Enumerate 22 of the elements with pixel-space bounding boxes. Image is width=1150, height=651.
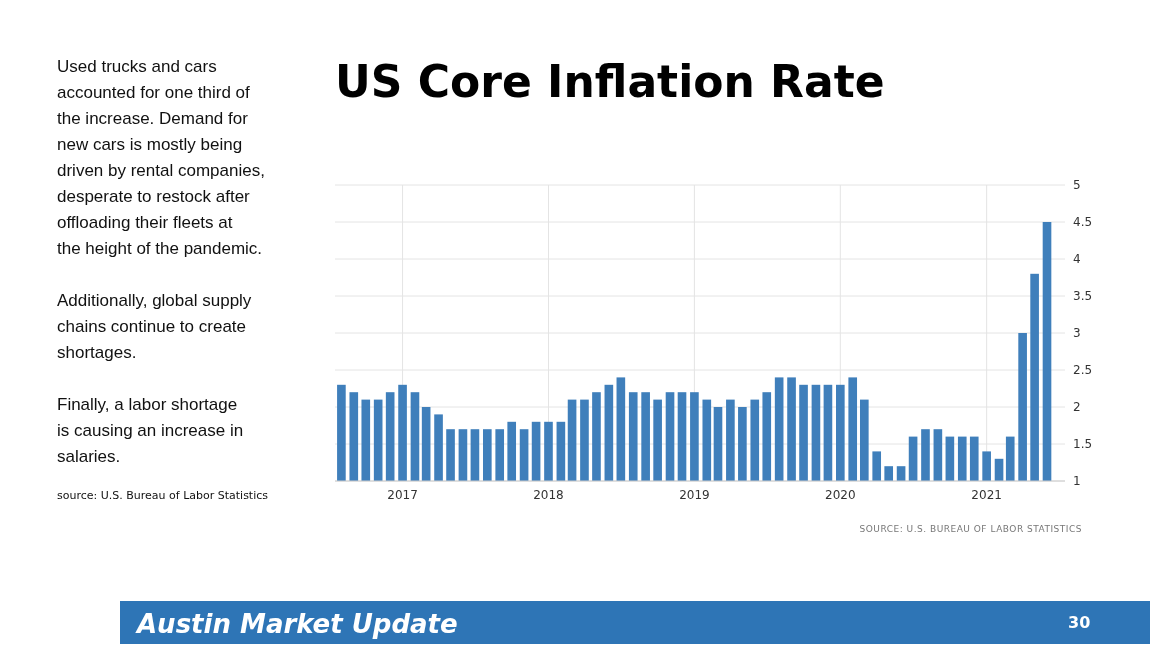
text: Used trucks and cars accounted for one third of the increase. Demand for new cars is mostly being driven by rental companies, desperate to restock after offloading their fleets at the height of the pandemic. [57,57,265,258]
y-tick-label: 1 [1073,474,1081,488]
y-tick-label: 5 [1073,178,1081,192]
source-note: SOURCE: U.S. BUREAU OF LABOR STATISTICS [859,524,1082,534]
y-tick-label: 2 [1073,400,1081,414]
chart-title: US Core Inflation Rate [335,56,885,107]
x-tick-label: 2017 [387,488,418,502]
x-tick-label: 2019 [679,488,710,502]
text: Additionally, global supply chains continue to create shortages. [57,291,252,362]
y-tick-label: 4.5 [1073,215,1093,229]
x-tick-label: 2018 [533,488,564,502]
y-tick-label: 3 [1073,326,1081,340]
text: Austin Market Update [135,609,458,639]
y-tick-label: 2.5 [1073,363,1093,377]
y-tick-label: 4 [1073,252,1081,266]
text: 30 [1068,613,1091,632]
text: Finally, a labor shortage is causing an increase in salaries. [57,395,244,466]
y-tick-label: 3.5 [1073,289,1093,303]
y-tick-label: 1.5 [1073,437,1093,451]
x-tick-label: 2020 [825,488,856,502]
source-note: source: U.S. Bureau of Labor Statistics [57,489,269,502]
x-tick-label: 2021 [971,488,1002,502]
